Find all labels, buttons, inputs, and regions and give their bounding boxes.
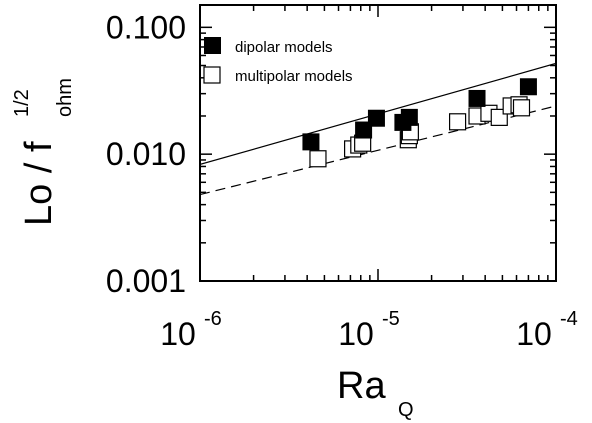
multipolar-point-13	[512, 99, 531, 117]
legend-marker-multipolar	[203, 66, 221, 84]
y-tick-label-0: 0.100	[106, 9, 186, 45]
axis-ticks	[199, 5, 557, 282]
dipolar-point-5	[468, 89, 486, 107]
x-tick-label-base-0: 10	[160, 316, 196, 352]
x-tick-labels: 10 -6 10 -5 10 -4	[160, 308, 578, 352]
multipolar-point-0	[309, 150, 327, 168]
y-tick-label-2: 0.001	[106, 263, 186, 299]
x-tick-label-exp-2: -4	[560, 308, 578, 330]
y-tick-labels: 0.100 0.010 0.001	[106, 9, 186, 299]
x-tick-label-exp-1: -5	[382, 308, 400, 330]
y-axis-label-sub: ohm	[54, 78, 76, 117]
x-axis-label-main: Ra	[337, 365, 386, 407]
dipolar-point-2	[367, 109, 385, 127]
dipolar-point-4	[400, 108, 418, 126]
x-axis-label-sub: Q	[398, 399, 414, 421]
plot-area	[199, 4, 557, 282]
legend-label-dipolar: dipolar models	[235, 39, 333, 56]
y-axis-label-sup: 1/2	[11, 89, 33, 117]
legend: dipolar models multipolar models	[203, 37, 353, 85]
x-tick-label-base-2: 10	[516, 316, 552, 352]
dipolar-point-6	[519, 78, 537, 96]
x-axis-label: Ra Q	[337, 365, 414, 421]
x-tick-label-exp-0: -6	[204, 308, 222, 330]
legend-marker-dipolar	[204, 37, 221, 54]
y-axis-label-main: Lo / f	[18, 141, 60, 226]
x-tick-label-0: 10 -6	[160, 308, 222, 352]
data-points	[302, 78, 537, 168]
dipolar-point-1	[355, 121, 373, 139]
x-tick-label-1: 10 -5	[338, 308, 400, 352]
legend-label-multipolar: multipolar models	[235, 68, 353, 85]
y-axis-label: Lo / f ohm 1/2	[11, 78, 76, 226]
multipolar-point-7	[448, 113, 467, 131]
x-tick-label-base-1: 10	[338, 316, 374, 352]
x-tick-label-2: 10 -4	[516, 308, 578, 352]
dipolar-point-0	[302, 133, 320, 151]
y-tick-label-1: 0.010	[106, 136, 186, 172]
